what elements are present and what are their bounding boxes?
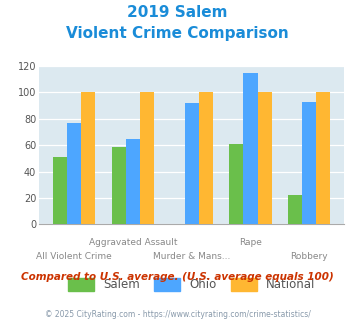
Bar <box>244 73 258 224</box>
Text: Rape: Rape <box>239 238 262 247</box>
Bar <box>67 123 81 224</box>
Text: Aggravated Assault: Aggravated Assault <box>89 238 177 247</box>
Text: Murder & Mans...: Murder & Mans... <box>153 252 230 261</box>
Text: Violent Crime Comparison: Violent Crime Comparison <box>66 26 289 41</box>
Bar <box>185 103 199 224</box>
Legend: Salem, Ohio, National: Salem, Ohio, National <box>68 278 316 291</box>
Bar <box>199 92 213 224</box>
Bar <box>81 92 95 224</box>
Bar <box>53 157 67 224</box>
Bar <box>126 139 140 224</box>
Bar <box>302 102 316 224</box>
Bar <box>258 92 272 224</box>
Text: Compared to U.S. average. (U.S. average equals 100): Compared to U.S. average. (U.S. average … <box>21 272 334 282</box>
Bar <box>140 92 154 224</box>
Bar <box>229 144 244 224</box>
Text: © 2025 CityRating.com - https://www.cityrating.com/crime-statistics/: © 2025 CityRating.com - https://www.city… <box>45 310 310 319</box>
Text: All Violent Crime: All Violent Crime <box>36 252 112 261</box>
Bar <box>288 195 302 224</box>
Bar <box>112 147 126 224</box>
Bar <box>316 92 331 224</box>
Text: Robbery: Robbery <box>290 252 328 261</box>
Text: 2019 Salem: 2019 Salem <box>127 5 228 20</box>
